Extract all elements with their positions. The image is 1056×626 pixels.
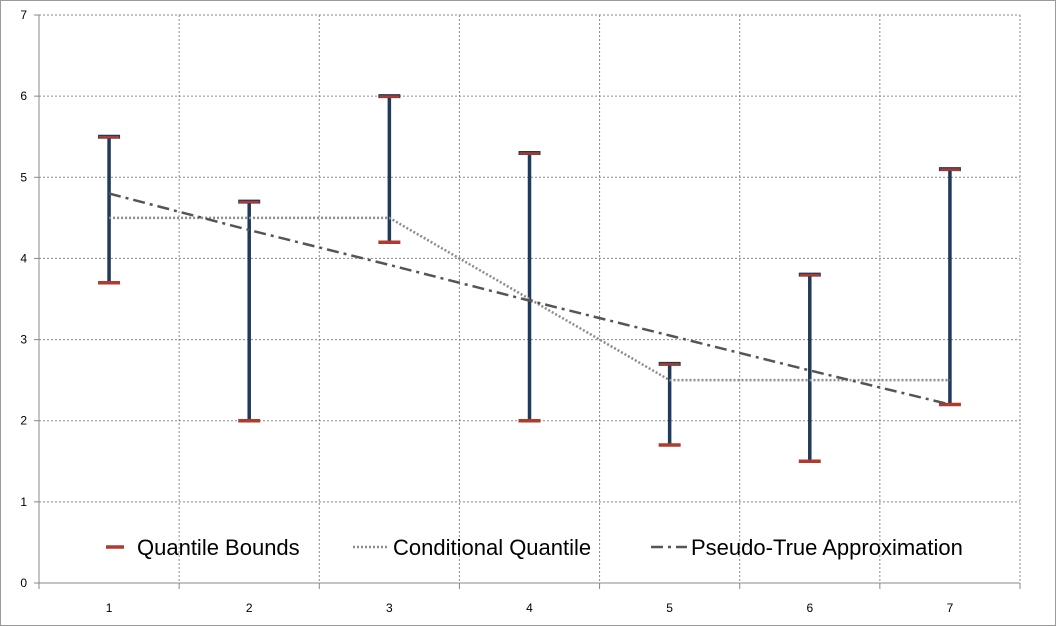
- line-series: [108, 192, 951, 406]
- y-tick-label: 0: [20, 576, 27, 590]
- x-axis-tick-labels: 1 2 3 4 5 6 7: [106, 601, 954, 615]
- gridlines: [39, 14, 1021, 583]
- y-tick-label: 7: [20, 8, 27, 22]
- y-tick-label: 1: [20, 495, 27, 509]
- quantile-interval: [658, 361, 681, 447]
- quantile-interval: [798, 272, 821, 464]
- pseudo-true-approximation-line: [108, 192, 951, 406]
- legend-label-quantile-bounds: Quantile Bounds: [137, 535, 300, 560]
- legend-label-conditional-quantile: Conditional Quantile: [393, 535, 591, 560]
- y-tick-label: 3: [20, 333, 27, 347]
- y-tick-label: 5: [20, 170, 27, 184]
- x-tick-label: 5: [666, 601, 673, 615]
- x-tick-label: 3: [386, 601, 393, 615]
- quantile-interval: [938, 167, 961, 407]
- y-tick-label: 4: [20, 251, 27, 265]
- axes: [34, 14, 1021, 589]
- y-axis-tick-labels: 0 1 2 3 4 5 6 7: [20, 8, 27, 590]
- legend-label-pseudo-true-approximation: Pseudo-True Approximation: [691, 535, 963, 560]
- conditional-quantile-line: [109, 216, 950, 382]
- x-tick-label: 4: [526, 601, 533, 615]
- y-tick-label: 2: [20, 414, 27, 428]
- x-tick-label: 1: [106, 601, 113, 615]
- quantile-interval: [378, 94, 401, 244]
- quantile-interval: [238, 199, 261, 423]
- y-tick-label: 6: [20, 89, 27, 103]
- x-tick-label: 2: [246, 601, 253, 615]
- legend: Quantile Bounds Conditional Quantile Pse…: [106, 535, 963, 560]
- x-tick-label: 6: [806, 601, 813, 615]
- quantile-interval: [98, 134, 121, 285]
- quantile-interval: [518, 150, 541, 423]
- x-tick-label: 7: [947, 601, 954, 615]
- quantile-bounds-series: [98, 94, 961, 464]
